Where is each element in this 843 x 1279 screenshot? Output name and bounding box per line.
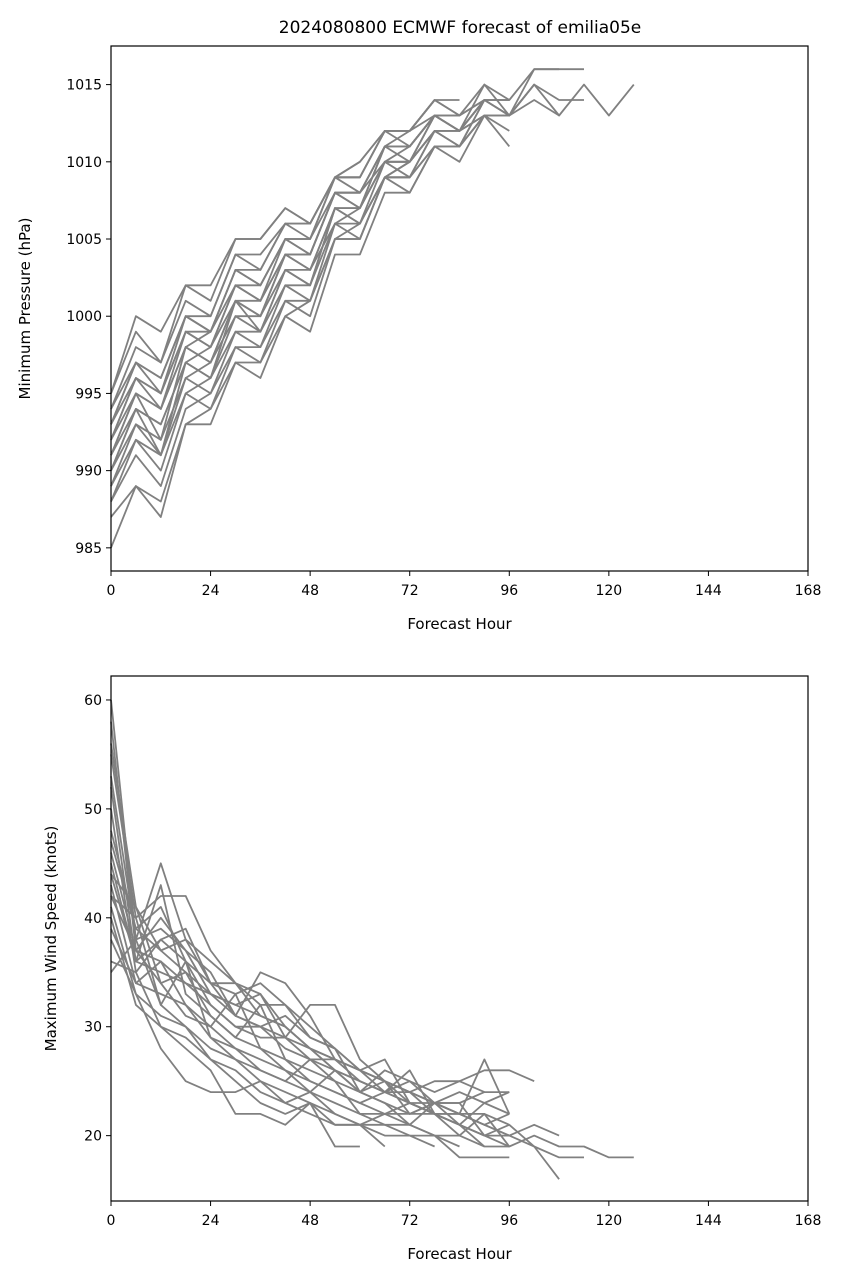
wind-member-line-18 (110, 776, 510, 1126)
wind-x-tick-label: 72 (401, 1213, 419, 1229)
pressure-x-tick-label: 96 (500, 583, 518, 599)
wind-x-tick-label: 0 (107, 1213, 116, 1229)
wind-member-line-4 (110, 786, 560, 1180)
pressure-member-line-18 (110, 84, 535, 502)
wind-member-line-19 (110, 743, 511, 1148)
pressure-y-tick-label: 995 (75, 386, 102, 402)
pressure-y-tick-label: 990 (75, 464, 102, 480)
pressure-member-line-2 (110, 83, 635, 518)
pressure-y-tick-label: 985 (75, 541, 102, 557)
pressure-x-tick-label: 168 (795, 583, 822, 599)
wind-member-line-2 (110, 721, 634, 1159)
pressure-y-axis-label: Minimum Pressure (hPa) (16, 218, 34, 400)
wind-member-line-17 (110, 841, 510, 1104)
wind-member-line-5 (110, 808, 510, 1137)
wind-member-line-22 (110, 928, 510, 1159)
wind-panel: 0 24 48 72 96 120 144 168 20 30 40 50 60 Forecast Ho… (42, 675, 822, 1263)
wind-y-tick-label: 20 (84, 1129, 102, 1145)
pressure-member-line-19 (110, 114, 486, 471)
pressure-member-line-22 (110, 114, 460, 425)
pressure-member-line-16 (110, 114, 436, 394)
pressure-panel: 0 24 48 72 96 120 144 168 985 990 995 1000 1005 1010 1… (16, 45, 822, 633)
wind-plot-frame (110, 675, 809, 1202)
pressure-x-tick-label: 48 (301, 583, 319, 599)
wind-member-line-21 (110, 895, 486, 1137)
pressure-member-line-17 (110, 114, 510, 487)
wind-x-tick-label: 120 (595, 1213, 622, 1229)
wind-member-line-20 (110, 873, 485, 1104)
wind-y-tick-label: 60 (84, 693, 102, 709)
wind-y-tick-label: 40 (84, 911, 102, 927)
wind-member-line-8 (110, 863, 535, 1093)
wind-member-line-15 (110, 960, 386, 1148)
wind-x-tick-label: 168 (795, 1213, 822, 1229)
wind-y-axis-label: Maximum Wind Speed (knots) (42, 826, 60, 1052)
pressure-x-axis-label: Forecast Hour (407, 615, 512, 633)
wind-x-tick-label: 96 (500, 1213, 518, 1229)
pressure-x-tick-label: 120 (595, 583, 622, 599)
pressure-x-tick-label: 0 (107, 583, 116, 599)
wind-member-line-12 (110, 906, 460, 1148)
pressure-member-line-4 (110, 99, 560, 487)
pressure-x-tick-label: 72 (401, 583, 419, 599)
wind-member-line-1 (110, 699, 584, 1159)
pressure-member-line-21 (110, 130, 436, 456)
pressure-plot-frame (110, 45, 809, 572)
pressure-y-tick-label: 1015 (66, 78, 102, 94)
pressure-x-tick-label: 144 (695, 583, 722, 599)
wind-x-axis-label: Forecast Hour (407, 1245, 512, 1263)
wind-x-tick-label: 24 (202, 1213, 220, 1229)
wind-member-line-9 (110, 873, 511, 1115)
wind-x-tick-label: 48 (301, 1213, 319, 1229)
pressure-member-line-20 (110, 114, 485, 441)
wind-member-line-16 (110, 938, 360, 1148)
pressure-y-tick-label: 1000 (66, 309, 102, 325)
wind-y-tick-label: 30 (84, 1020, 102, 1036)
pressure-y-tick-label: 1010 (66, 155, 102, 171)
pressure-y-tick-label: 1005 (66, 232, 102, 248)
chart-title: 2024080800 ECMWF forecast of emilia05e (279, 18, 641, 38)
wind-member-line-13 (110, 917, 435, 1148)
pressure-x-tick-label: 24 (202, 583, 220, 599)
wind-x-tick-label: 144 (695, 1213, 722, 1229)
wind-y-tick-label: 50 (84, 802, 102, 818)
